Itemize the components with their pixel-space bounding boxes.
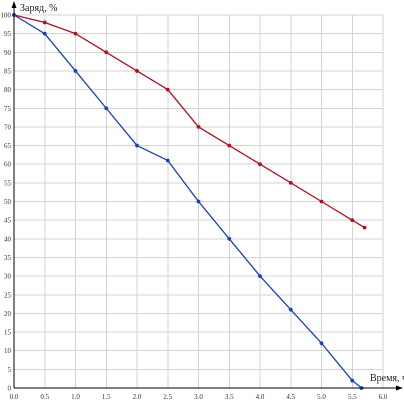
x-tick-label: 2.0 [133,393,142,400]
x-tick-label: 0.0 [10,393,19,400]
data-point [135,143,139,148]
y-tick-label: 25 [4,291,12,299]
data-point [73,31,78,36]
series-line [13,14,365,229]
x-tick-label: 1.0 [71,393,80,400]
y-tick-label: 70 [4,123,12,131]
y-axis-title: Заряд, % [20,3,57,14]
data-point [258,162,262,167]
y-tick-label: 80 [4,86,12,94]
y-tick-label: 30 [4,273,12,281]
y-tick-label: 90 [4,49,12,57]
data-point [104,106,109,111]
x-axis-title: Время, ч [370,373,404,384]
y-axis-arrow [11,1,17,8]
data-point [42,31,47,36]
y-tick-label: 55 [4,179,12,187]
data-point [227,236,232,241]
data-point [196,125,201,129]
y-tick-label: 45 [4,217,12,225]
data-point [288,307,293,312]
y-tick-label: 15 [4,329,12,337]
x-tick-labels: 0.0 0.5 1.0 1.5 2.0 2.5 3.0 3.5 4.0 4.5 5.0 5.5 6.0 [10,393,388,400]
x-tick-label: 0.5 [40,393,49,400]
data-point [104,50,109,55]
data-point [165,158,170,163]
y-tick-label: 50 [4,198,12,206]
y-tick-label: 20 [4,310,12,318]
y-tick-label: 35 [4,254,12,262]
x-tick-label: 6.0 [379,393,388,400]
data-point [165,87,170,92]
x-tick-label: 4.5 [286,393,295,400]
data-point [196,199,201,204]
y-tick-label: 0 [8,385,12,393]
data-point [288,180,293,185]
y-tick-labels: 0 5 10 15 20 25 30 35 40 45 50 55 60 65 70 75 80 85 90 95 10… [1,12,12,393]
series-1 [12,13,367,230]
y-tick-label: 75 [4,105,12,113]
x-tick-label: 3.0 [194,393,203,400]
y-tick-label: 60 [4,161,12,169]
x-tick-label: 1.5 [102,393,111,400]
data-point [350,218,355,223]
x-tick-label: 5.5 [348,393,357,400]
data-point [319,341,324,346]
data-point [350,378,355,383]
y-tick-label: 10 [4,347,12,355]
x-axis-arrow [396,385,403,391]
y-tick-label: 40 [4,235,12,243]
x-tick-label: 4.0 [256,393,265,400]
y-tick-label: 95 [4,30,12,38]
y-tick-label: 65 [4,142,12,150]
series-layer [12,13,367,390]
data-point [319,199,324,204]
axes [11,1,403,391]
x-tick-label: 5.0 [317,393,326,400]
data-point [135,69,139,73]
data-point [73,69,78,73]
data-point [258,274,262,278]
data-point [227,143,232,148]
data-point [362,225,367,230]
y-tick-label: 5 [8,366,12,374]
x-tick-label: 3.5 [225,393,234,400]
series-2 [12,13,364,390]
y-tick-label: 100 [1,12,12,20]
x-tick-label: 2.5 [163,393,172,400]
data-point [42,20,47,25]
y-tick-label: 85 [4,67,12,75]
